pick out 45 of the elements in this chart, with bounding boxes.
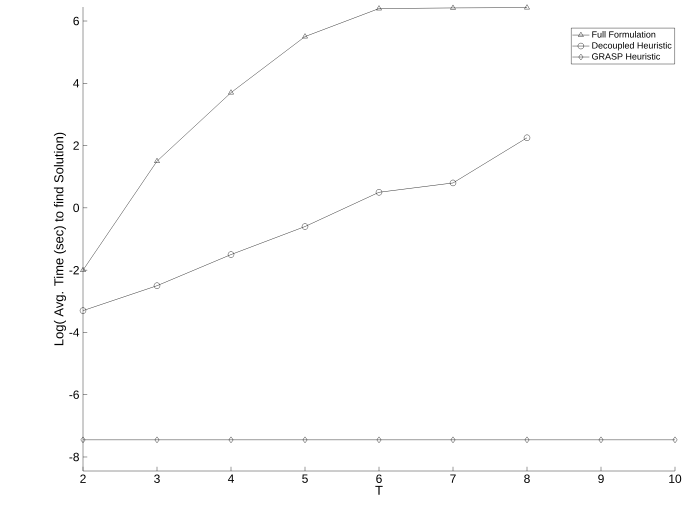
y-tick-label: -8: [69, 452, 79, 462]
y-tick-label: -6: [69, 390, 79, 399]
point: [376, 189, 382, 196]
point: [524, 4, 530, 10]
x-tick-label: 8: [524, 474, 530, 483]
y-tick-label: 2: [73, 141, 79, 150]
point: [450, 4, 456, 10]
point: [228, 436, 234, 444]
y-tick-label: 0: [73, 204, 80, 212]
x-tick-label: 7: [450, 474, 456, 483]
legend-label: GRASP Heuristic: [592, 53, 660, 60]
point: [376, 436, 382, 444]
point: [228, 251, 234, 258]
point: [302, 436, 308, 444]
point: [228, 89, 234, 94]
legend-label: Full Formulation: [592, 31, 656, 38]
x-axis-title: T: [375, 486, 383, 495]
y-tick-label: 4: [73, 79, 80, 88]
point: [80, 266, 86, 272]
point: [598, 436, 604, 444]
point: [524, 134, 530, 141]
point: [154, 282, 160, 289]
point: [450, 436, 456, 444]
x-tick-label: 2: [80, 474, 86, 483]
x-tick-label: 10: [669, 474, 682, 483]
x-tick-label: 3: [154, 474, 160, 483]
point: [80, 436, 86, 444]
point: [302, 33, 308, 38]
y-tick-label: -4: [69, 328, 80, 337]
y-tick-label: 6: [73, 16, 79, 26]
point: [154, 436, 160, 444]
y-axis-title: Log( Avg. Time (sec) to find Solution): [54, 132, 66, 346]
legend-label: Decoupled Heuristic: [592, 42, 672, 50]
y-tick-label: -2: [69, 266, 79, 274]
point: [450, 180, 456, 186]
point: [524, 436, 530, 444]
point: [672, 436, 678, 444]
point: [154, 158, 160, 163]
point: [376, 5, 382, 10]
point: [302, 223, 308, 230]
x-tick-label: 6: [376, 474, 382, 483]
x-tick-label: 5: [302, 474, 308, 483]
point: [80, 307, 86, 314]
x-tick-label: 4: [228, 474, 234, 483]
x-tick-label: 9: [598, 474, 604, 483]
